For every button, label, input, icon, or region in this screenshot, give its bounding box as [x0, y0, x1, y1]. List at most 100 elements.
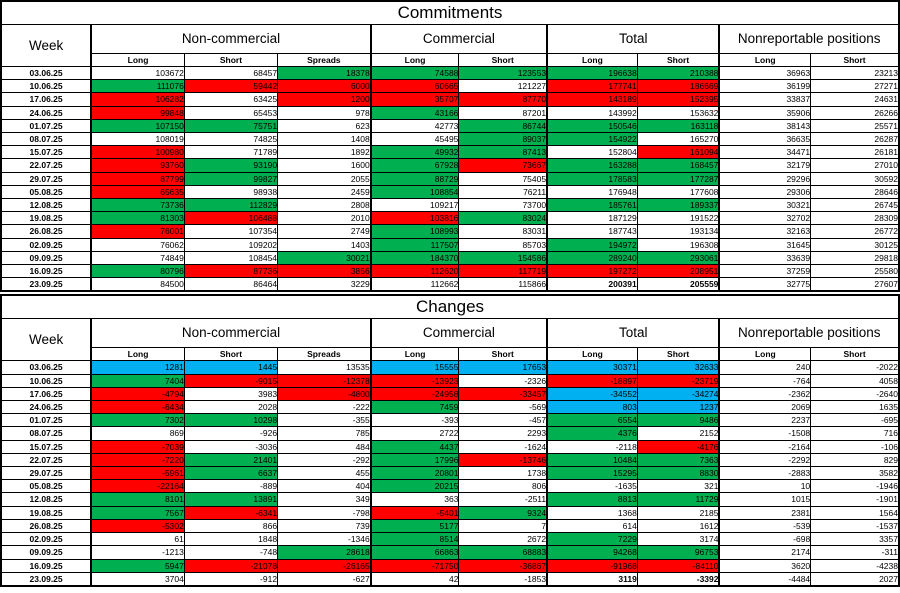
data-cell: 31645 — [718, 237, 812, 252]
week-cell: 17.06.25 — [0, 386, 92, 402]
column-header: Long — [369, 53, 460, 67]
data-cell: -1346 — [277, 532, 372, 547]
table-row: 26.08.25 76001 107354 2749 108993 83031 187743… — [0, 224, 900, 239]
data-cell: -12378 — [277, 373, 372, 388]
data-cell: 87413 — [458, 145, 548, 160]
data-cell: 189337 — [636, 198, 720, 213]
data-cell: 107150 — [90, 118, 185, 134]
data-cell: 88729 — [369, 171, 460, 186]
data-cell: 65453 — [183, 105, 279, 120]
table-row: 26.08.25 -5302 866 739 5177 7 614 1612 -539 -1537 — [0, 518, 900, 534]
data-cell: 61 — [90, 532, 185, 547]
data-cell: 28309 — [810, 211, 900, 226]
data-cell: 152804 — [546, 145, 638, 160]
data-cell: 87799 — [90, 171, 185, 186]
data-cell: 194972 — [546, 237, 638, 252]
data-cell: 205559 — [636, 277, 720, 292]
week-cell: 08.07.25 — [0, 426, 92, 441]
data-cell: 42773 — [369, 118, 460, 134]
data-cell: 29296 — [718, 171, 812, 186]
data-cell: 1237 — [636, 400, 720, 415]
data-cell: 73736 — [90, 198, 185, 213]
week-cell: 12.08.25 — [0, 198, 92, 213]
data-cell: -569 — [458, 400, 548, 415]
data-cell: 196638 — [546, 65, 638, 81]
data-cell: 3357 — [810, 532, 900, 547]
data-cell: 67928 — [369, 158, 460, 173]
data-cell: 1281 — [90, 360, 185, 375]
data-cell: 75751 — [183, 118, 279, 134]
table-title: Changes — [0, 294, 900, 320]
week-cell: 08.07.25 — [0, 132, 92, 147]
data-cell: -1624 — [458, 439, 548, 454]
column-header: Short — [458, 347, 548, 362]
table-row: 19.08.25 7567 -6341 -798 -5401 9324 1368 2185 23… — [0, 505, 900, 520]
table-row: 23.09.25 3704 -912 -627 42 -1853 3119 -3392 -448… — [0, 571, 900, 587]
data-cell: 74588 — [369, 65, 460, 81]
data-cell: -13923 — [369, 373, 460, 388]
data-cell: 1403 — [277, 237, 372, 252]
data-cell: -2362 — [718, 386, 812, 402]
data-cell: -7039 — [90, 439, 185, 454]
group-header-total: Total — [546, 24, 720, 54]
data-cell: 24631 — [810, 92, 900, 107]
data-cell: 2749 — [277, 224, 372, 239]
data-cell: 89037 — [458, 132, 548, 147]
group-header-noncommercial: Non-commercial — [90, 24, 372, 54]
data-cell: 7567 — [90, 505, 185, 520]
data-cell: -9015 — [183, 373, 279, 388]
data-cell: 107354 — [183, 224, 279, 239]
data-cell: -1508 — [718, 426, 812, 441]
data-cell: 32775 — [718, 277, 812, 292]
table-row: 22.07.25 93760 93190 1600 67928 73667 163288 16… — [0, 158, 900, 173]
data-cell: 4437 — [369, 439, 460, 454]
week-cell: 26.08.25 — [0, 518, 92, 534]
data-cell: 93760 — [90, 158, 185, 173]
data-cell: 154586 — [458, 250, 548, 266]
data-cell: -2883 — [718, 466, 812, 481]
data-cell: 30371 — [546, 360, 638, 375]
data-cell: 23213 — [810, 65, 900, 81]
data-cell: 32702 — [718, 211, 812, 226]
data-cell: 6554 — [546, 413, 638, 428]
data-cell: 200391 — [546, 277, 638, 292]
data-cell: 108454 — [183, 250, 279, 266]
table-row: 15.07.25 100980 71789 1892 49932 87413 152804 1… — [0, 145, 900, 160]
week-header: Week — [0, 318, 92, 362]
data-cell: 87736 — [183, 264, 279, 279]
table-title: Commitments — [0, 0, 900, 25]
data-cell: 7363 — [636, 452, 720, 468]
data-cell: -1635 — [546, 479, 638, 494]
data-cell: -748 — [183, 545, 279, 560]
data-cell: -698 — [718, 532, 812, 547]
data-cell: 3174 — [636, 532, 720, 547]
data-cell: -2292 — [718, 452, 812, 468]
data-cell: -4800 — [277, 386, 372, 402]
week-cell: 03.06.25 — [0, 65, 92, 81]
column-header: Short — [810, 347, 900, 362]
week-cell: 02.09.25 — [0, 237, 92, 252]
data-cell: 210388 — [636, 65, 720, 81]
data-cell: 100980 — [90, 145, 185, 160]
column-header-row: Long Short Spreads Long Short Long Short… — [1, 347, 900, 362]
data-cell: 27607 — [810, 277, 900, 292]
data-cell: 484 — [277, 439, 372, 454]
data-cell: -4484 — [718, 571, 812, 587]
data-cell: -1537 — [810, 518, 900, 534]
data-cell: 191522 — [636, 211, 720, 226]
data-cell: 7229 — [546, 532, 638, 547]
table-row: 01.07.25 7302 10298 -355 -393 -457 6554 9486 223… — [0, 413, 900, 428]
data-cell: 11729 — [636, 492, 720, 507]
data-cell: 30321 — [718, 198, 812, 213]
data-cell: 1612 — [636, 518, 720, 534]
column-header: Short — [636, 347, 720, 362]
data-cell: -926 — [183, 426, 279, 441]
data-cell: 196308 — [636, 237, 720, 252]
data-cell: 163288 — [546, 158, 638, 173]
week-cell: 23.09.25 — [0, 571, 92, 587]
data-cell: -2022 — [810, 360, 900, 375]
data-cell: -22164 — [90, 479, 185, 494]
data-cell: 99848 — [90, 105, 185, 120]
data-cell: 187743 — [546, 224, 638, 239]
data-cell: 83024 — [458, 211, 548, 226]
